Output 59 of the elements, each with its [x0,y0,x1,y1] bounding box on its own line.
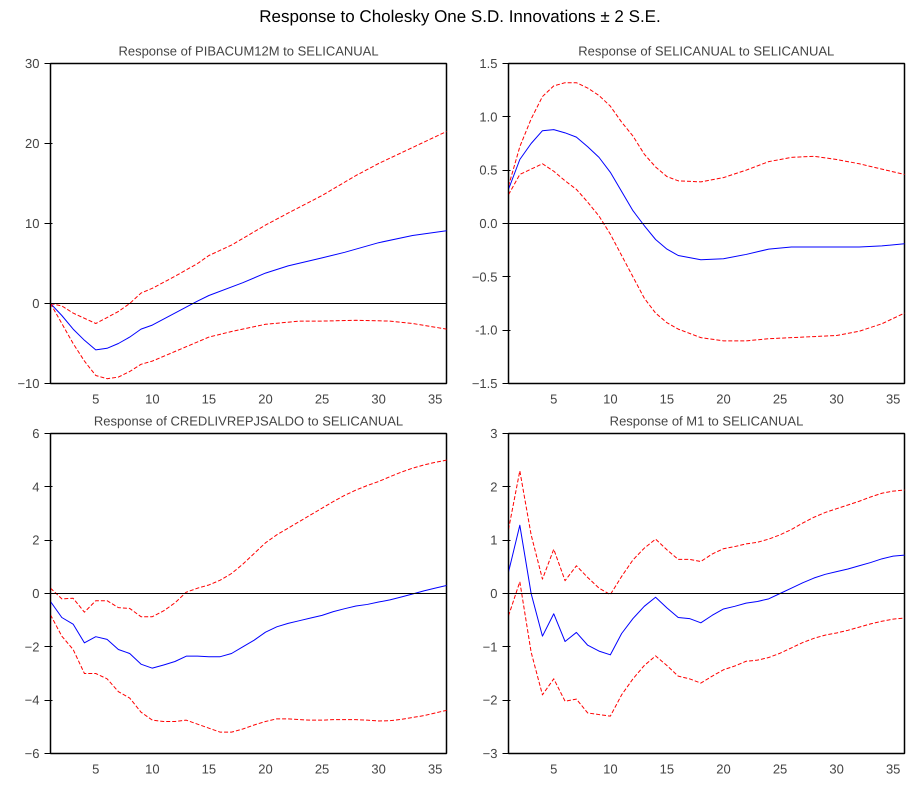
x-tick-label: 15 [660,392,674,406]
text: Response to Cholesky One S.D. Innovations ± 2 S.E. [258,6,662,28]
x-tick-label: 25 [314,762,330,776]
y-tick-label: 0 [32,586,40,601]
y-tick-label: 30 [25,56,40,71]
chart-title: Response of SELICANUAL to SELICANUAL [578,44,834,58]
y-tick-label: 4 [32,479,40,494]
y-tick-label: −0.5 [472,269,498,284]
chart-title: Response of M1 to SELICANUAL [610,414,804,428]
x-tick-label: 35 [886,392,900,406]
x-tick-label: 35 [886,762,900,776]
x-tick-label: 5 [550,762,558,776]
y-tick-label: −2 [482,692,498,708]
y-tick-label: 3 [490,426,498,441]
x-tick-label: 15 [202,392,216,406]
x-tick-label: 5 [92,392,100,406]
y-tick-label: −4 [24,692,40,708]
y-tick-label: 20 [25,136,40,151]
y-tick-label: -1.0 [475,322,498,338]
x-tick-label: 25 [772,392,788,406]
x-tick-label: 35 [428,762,442,776]
x-tick-label: 25 [772,762,788,776]
x-tick-label: 30 [371,392,386,406]
x-tick-label: 20 [258,392,273,406]
x-tick-label: 10 [145,762,160,776]
x-tick-label: 35 [428,392,442,406]
x-tick-label: 30 [829,762,844,776]
chart-title: Response of PIBACUM12M to SELICANUAL [118,44,379,58]
x-tick-label: 30 [829,392,844,406]
x-tick-label: 10 [603,392,618,406]
y-tick-label: 1 [490,532,498,548]
y-tick-label: 1.5 [479,56,498,71]
x-tick-label: 5 [550,392,558,406]
y-tick-label: −2 [24,639,40,654]
y-tick-label: −1 [482,639,498,654]
y-tick-label: 0.5 [479,162,498,178]
x-tick-label: 25 [314,392,330,406]
y-tick-label: 2 [490,479,498,494]
y-tick-label: −10 [17,376,40,391]
y-tick-label: −6 [24,746,40,761]
y-tick-label: 1.0 [479,109,498,124]
x-tick-label: 15 [202,762,216,776]
x-tick-label: 20 [716,762,731,776]
x-tick-label: 5 [92,762,100,776]
x-tick-label: 10 [145,392,160,406]
y-tick-label: 10 [25,216,40,231]
y-tick-label: −1.5 [472,376,498,391]
x-tick-label: 20 [258,762,273,776]
y-tick-label: 0.0 [479,216,498,231]
x-tick-label: 30 [371,762,386,776]
chart-title: Response of CREDLIVREPJSALDO to SELICANUAL [94,414,404,428]
y-tick-label: 0 [490,586,498,601]
y-tick-label: 2 [32,532,40,548]
x-tick-label: 20 [716,392,731,406]
x-tick-label: 15 [660,762,674,776]
y-tick-label: 6 [32,426,40,441]
y-tick-label: 0 [32,296,40,311]
x-tick-label: 10 [603,762,618,776]
y-tick-label: −3 [482,746,498,761]
